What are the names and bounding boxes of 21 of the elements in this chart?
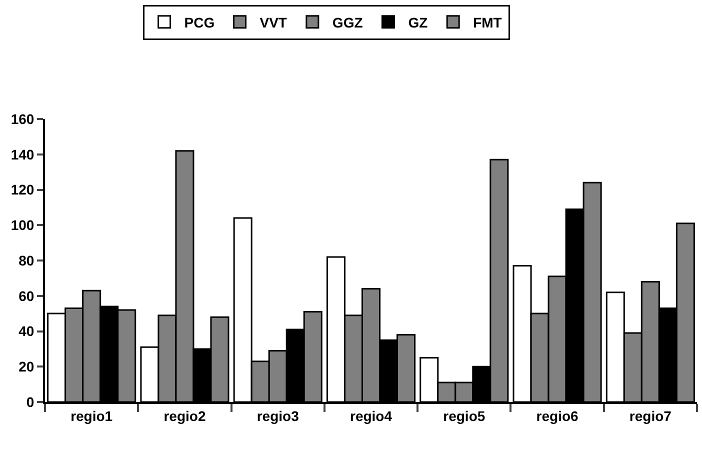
legend-label: FMT bbox=[473, 14, 502, 30]
y-tick-label: 20 bbox=[18, 358, 34, 375]
y-tick-label: 0 bbox=[26, 394, 34, 410]
y-tick-label: 120 bbox=[10, 182, 34, 198]
x-tick-label: regio6 bbox=[536, 408, 579, 424]
x-tick-label: regio7 bbox=[629, 408, 672, 424]
y-tick-label: 40 bbox=[18, 323, 34, 340]
x-tick-label: regio3 bbox=[256, 408, 300, 424]
x-tick-label: regio1 bbox=[70, 408, 113, 424]
y-tick-label: 80 bbox=[18, 252, 34, 268]
y-tick-label: 140 bbox=[10, 146, 34, 162]
legend-label: VVT bbox=[260, 14, 288, 30]
x-tick-label: regio4 bbox=[350, 408, 392, 424]
y-tick-label: 60 bbox=[18, 288, 34, 304]
legend-label: PCG bbox=[184, 14, 215, 30]
x-tick-label: regio2 bbox=[164, 408, 206, 424]
y-tick-label: 100 bbox=[10, 217, 34, 234]
legend-label: GZ bbox=[408, 14, 428, 30]
x-tick-label: regio5 bbox=[443, 408, 486, 424]
y-tick-label: 160 bbox=[10, 110, 34, 127]
legend-label: GGZ bbox=[332, 14, 364, 30]
